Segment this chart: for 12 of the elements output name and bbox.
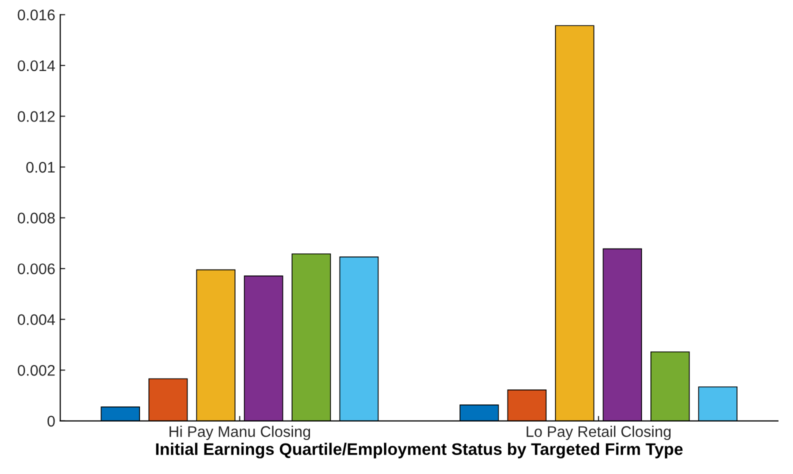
y-tick-label: 0.016 [18,10,55,20]
y-tick-label: 0.004 [18,314,55,326]
x-axis-title: Initial Earnings Quartile/Employment Status by Targeted Firm Type [156,442,683,458]
y-tick-label: 0.008 [18,212,55,224]
y-tick-label: 0 [48,416,55,427]
y-tick-label: 0.006 [18,263,55,274]
y-tick-label: 0.012 [18,111,55,122]
x-tick-label: Hi Pay Manu Closing [170,426,310,440]
x-tick-label: Lo Pay Retail Closing [526,426,671,440]
y-tick-label: 0.014 [18,60,55,72]
y-tick-label: 0.002 [18,365,55,376]
y-tick-label: 0.01 [26,162,55,173]
